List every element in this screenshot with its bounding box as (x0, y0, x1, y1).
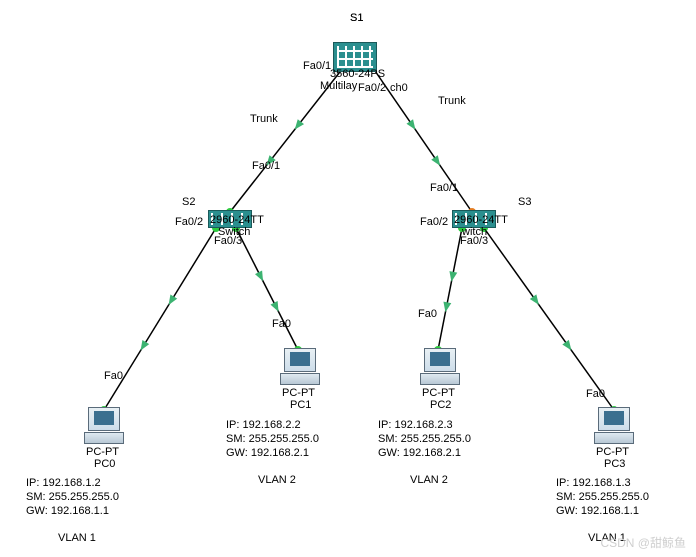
pc-icon (418, 348, 462, 386)
port-label: Fa0/1 (430, 182, 458, 194)
pc2-info: IP: 192.168.2.3 SM: 255.255.255.0 GW: 19… (378, 418, 471, 460)
s2-model: 2960-24TT (210, 214, 264, 226)
s3-model: 2960-24TT (454, 214, 508, 226)
port-label: Fa0/3 (460, 235, 488, 247)
device-pc0[interactable] (82, 407, 126, 445)
pc2-name: PC2 (430, 399, 451, 411)
pc-icon (82, 407, 126, 445)
pc3-gw: GW: 192.168.1.1 (556, 504, 649, 518)
pc2-gw: GW: 192.168.2.1 (378, 446, 471, 460)
pc1-info: IP: 192.168.2.2 SM: 255.255.255.0 GW: 19… (226, 418, 319, 460)
pc1-model: PC-PT (282, 387, 315, 399)
pc0-info: IP: 192.168.1.2 SM: 255.255.255.0 GW: 19… (26, 476, 119, 518)
pc0-vlan: VLAN 1 (58, 532, 96, 544)
pc3-ip: IP: 192.168.1.3 (556, 476, 649, 490)
port-label: Fa0 (272, 318, 291, 330)
pc3-model: PC-PT (596, 446, 629, 458)
device-pc2[interactable] (418, 348, 462, 386)
pc0-model: PC-PT (86, 446, 119, 458)
port-label: Trunk (250, 113, 278, 125)
s1-model: 3560-24PS (330, 68, 385, 80)
pc1-name: PC1 (290, 399, 311, 411)
pc2-sm: SM: 255.255.255.0 (378, 432, 471, 446)
port-label: Fa0/1 (252, 160, 280, 172)
pc3-name: PC3 (604, 458, 625, 470)
pc1-vlan: VLAN 2 (258, 474, 296, 486)
port-label: Fa0 (418, 308, 437, 320)
pc3-sm: SM: 255.255.255.0 (556, 490, 649, 504)
pc1-sm: SM: 255.255.255.0 (226, 432, 319, 446)
watermark: CSDN @甜鲸鱼 (600, 534, 686, 551)
pc0-sm: SM: 255.255.255.0 (26, 490, 119, 504)
port-label: Fa0/2 (358, 82, 386, 94)
pc-icon (278, 348, 322, 386)
pc2-ip: IP: 192.168.2.3 (378, 418, 471, 432)
topology-canvas: S1 3560-24PS Multilay 2960-24TT Switch 2… (0, 0, 696, 557)
port-label: Fa0/2 (175, 216, 203, 228)
port-label: S1 (350, 12, 363, 24)
pc1-ip: IP: 192.168.2.2 (226, 418, 319, 432)
pc0-name: PC0 (94, 458, 115, 470)
pc1-gw: GW: 192.168.2.1 (226, 446, 319, 460)
port-label: Fa0/2 (420, 216, 448, 228)
port-label: S2 (182, 196, 195, 208)
port-label: Fa0/1 (303, 60, 331, 72)
pc3-info: IP: 192.168.1.3 SM: 255.255.255.0 GW: 19… (556, 476, 649, 518)
port-label: ch0 (390, 82, 408, 94)
pc2-vlan: VLAN 2 (410, 474, 448, 486)
pc0-gw: GW: 192.168.1.1 (26, 504, 119, 518)
device-pc1[interactable] (278, 348, 322, 386)
port-label: Trunk (438, 95, 466, 107)
pc-icon (592, 407, 636, 445)
port-label: Fa0 (586, 388, 605, 400)
device-pc3[interactable] (592, 407, 636, 445)
pc0-ip: IP: 192.168.1.2 (26, 476, 119, 490)
port-label: S3 (518, 196, 531, 208)
port-label: Fa0 (104, 370, 123, 382)
port-label: Fa0/3 (214, 235, 242, 247)
s1-sublabel: Multilay (320, 80, 357, 92)
pc2-model: PC-PT (422, 387, 455, 399)
